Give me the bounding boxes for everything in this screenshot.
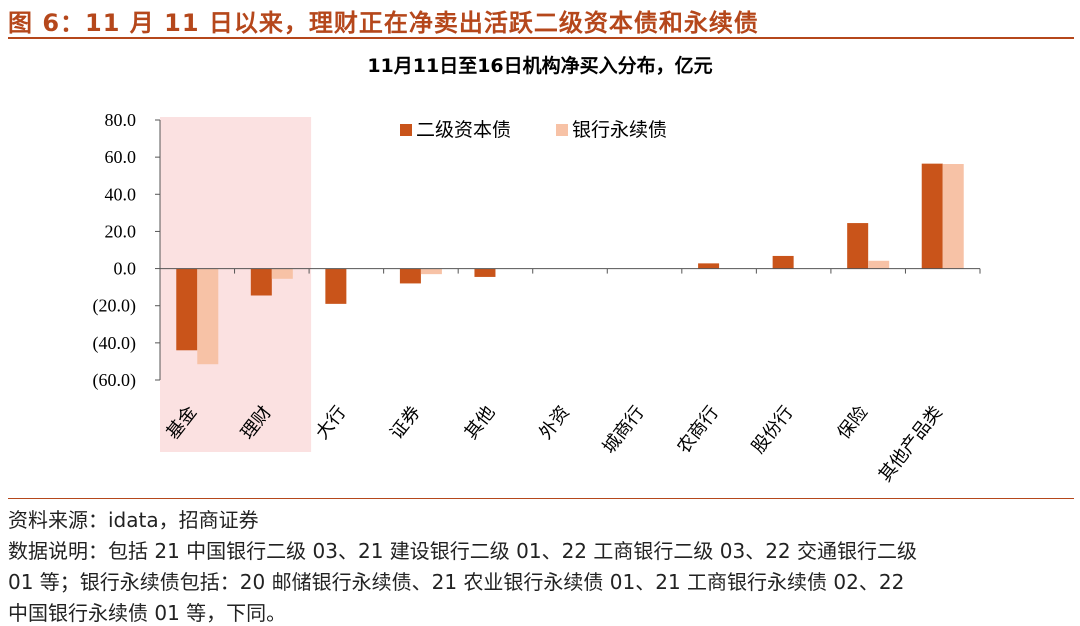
legend-label-2: 银行永续债	[572, 119, 667, 141]
bar-series1	[474, 268, 496, 277]
data-note-line-2: 01 等；银行永续债包括：20 邮储银行永续债、21 农业银行永续债 01、21…	[8, 570, 905, 594]
legend: 二级资本债 银行永续债	[400, 119, 667, 141]
y-tick-label: 60.0	[105, 147, 137, 167]
x-category-label: 其他	[461, 402, 500, 443]
y-axis: 80.0 60.0 40.0 20.0 0.0 (20.0) (40.0) (60.0)	[93, 110, 161, 391]
x-category-label: 大行	[312, 402, 351, 443]
y-tick-label: 20.0	[105, 221, 137, 241]
data-note-line-1: 数据说明：包括 21 中国银行二级 03、21 建设银行二级 01、22 工商银…	[8, 539, 918, 563]
x-category-label: 外资	[535, 402, 574, 443]
bar-series1	[176, 268, 198, 351]
x-category-label: 保险	[833, 402, 872, 443]
bar-series2	[942, 164, 964, 269]
bar-series1	[325, 268, 347, 304]
x-category-label: 其他产品类	[875, 402, 947, 486]
y-tick-label: (60.0)	[93, 370, 137, 391]
x-category-label: 城商行	[599, 402, 649, 457]
x-category-label: 股份行	[748, 402, 798, 457]
legend-swatch-1	[400, 124, 412, 136]
title-divider	[8, 37, 1074, 39]
y-tick-label: 0.0	[114, 259, 137, 279]
y-tick-label: (20.0)	[93, 296, 137, 317]
x-category-label: 农商行	[673, 402, 723, 457]
bar-series2	[868, 260, 890, 269]
bar-series1	[847, 223, 869, 269]
y-tick-label: 40.0	[105, 184, 137, 204]
data-note-line-3: 中国银行永续债 01 等，下同。	[8, 601, 287, 625]
bar-series1	[399, 268, 421, 284]
bar-series2	[420, 268, 442, 275]
bar-series1	[921, 163, 943, 269]
bar-chart: 11月11日至16日机构净买入分布，亿元 80.0 60.0 40.0 20.0 0.0…	[93, 54, 981, 486]
bar-marks	[176, 163, 964, 365]
bar-series2	[271, 268, 293, 279]
legend-swatch-2	[556, 124, 568, 136]
figure-title: 图 6：11 月 11 日以来，理财正在净卖出活跃二级资本债和永续债	[8, 9, 759, 37]
bar-series1	[772, 255, 794, 269]
bar-series1	[250, 268, 272, 296]
footer-divider	[8, 498, 1074, 499]
y-tick-label: 80.0	[105, 110, 137, 130]
bar-series1	[698, 263, 720, 269]
y-tick-label: (40.0)	[93, 333, 137, 354]
bar-series2	[197, 268, 219, 365]
legend-label-1: 二级资本债	[416, 119, 511, 141]
x-category-label: 证券	[386, 402, 425, 443]
source-note: 资料来源：idata，招商证券	[8, 508, 259, 532]
chart-title: 11月11日至16日机构净买入分布，亿元	[367, 54, 712, 77]
